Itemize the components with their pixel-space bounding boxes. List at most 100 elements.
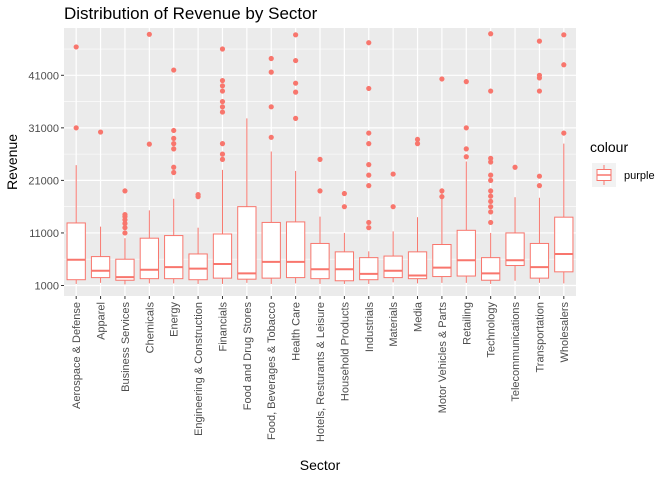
outlier-point [536, 75, 543, 81]
x-tick-label: Wholesalers [559, 302, 571, 363]
outlier-point [171, 67, 177, 73]
y-tick-label: 1000 [35, 280, 59, 292]
legend: colour purple [590, 139, 655, 187]
outlier-point [488, 219, 494, 226]
box-iqr [554, 216, 574, 273]
box-iqr [212, 233, 233, 279]
box-iqr [383, 255, 403, 279]
x-tick-label: Food and Drug Stores [242, 302, 254, 411]
outlier-point [341, 190, 347, 197]
x-axis: Aerospace & Defense Apparel Business Servi… [71, 296, 571, 442]
box-9 [285, 32, 306, 284]
x-tick-label: Health Care [291, 302, 303, 361]
box-iqr [359, 257, 379, 281]
outlier-point [341, 204, 347, 210]
outlier-point [488, 209, 494, 215]
outlier-point [463, 146, 469, 152]
x-tick-label: Technology [486, 302, 498, 358]
x-tick-label: Financials [217, 302, 229, 352]
outlier-point [463, 125, 469, 131]
outlier-point [219, 88, 226, 94]
y-tick-label: 41000 [28, 70, 59, 82]
box-5 [188, 191, 208, 284]
box-13 [383, 171, 403, 283]
outlier-point [146, 31, 152, 37]
chart-title: Distribution of Revenue by Sector [64, 4, 318, 23]
outlier-point [488, 204, 494, 210]
x-tick-label: Engineering & Construction [193, 302, 205, 436]
box-16 [456, 79, 476, 283]
box-iqr [529, 242, 550, 279]
outlier-point [488, 159, 494, 165]
box-iqr [285, 221, 306, 279]
outlier-point [146, 141, 152, 147]
outlier-point [366, 162, 372, 168]
outlier-point [171, 164, 177, 170]
box-iqr [188, 253, 208, 281]
outlier-point [512, 164, 518, 170]
outlier-point [219, 83, 226, 89]
outlier-point [73, 125, 79, 131]
outlier-point [293, 80, 299, 86]
box-2 [115, 188, 135, 285]
outlier-point [219, 156, 226, 162]
outlier-point [366, 130, 372, 136]
outlier-point [488, 155, 494, 161]
box-iqr [407, 251, 428, 280]
outlier-point [171, 169, 177, 176]
box-iqr [481, 257, 501, 281]
box-19 [529, 38, 550, 283]
box-layer [66, 31, 574, 285]
outlier-point [171, 141, 177, 147]
x-tick-label: Industrials [364, 302, 376, 353]
y-axis-title: Revenue [4, 134, 20, 190]
box-0 [66, 44, 86, 284]
outlier-point [122, 188, 128, 194]
outlier-point [366, 172, 372, 178]
box-3 [139, 31, 159, 284]
outlier-point [219, 98, 226, 105]
outlier-point [439, 194, 445, 200]
outlier-point [317, 188, 323, 194]
outlier-point [536, 183, 543, 189]
x-tick-label: Retailing [461, 302, 473, 345]
outlier-point [293, 57, 299, 64]
outlier-point [414, 141, 421, 147]
outlier-point [171, 135, 177, 141]
outlier-point [536, 38, 543, 44]
box-20 [554, 32, 574, 284]
box-8 [261, 55, 281, 284]
outlier-point [122, 230, 128, 236]
outlier-point [561, 130, 567, 136]
x-tick-label: Household Products [339, 302, 351, 402]
outlier-point [219, 151, 226, 157]
outlier-point [268, 134, 274, 140]
box-10 [310, 156, 330, 284]
outlier-point [488, 193, 494, 199]
box-iqr [432, 244, 452, 278]
outlier-point [293, 115, 299, 121]
box-6 [212, 46, 233, 284]
y-axis: 1000 11000 21000 31000 41000 [28, 70, 64, 292]
legend-label-purple: purple [624, 170, 655, 182]
box-iqr [164, 235, 184, 280]
y-tick-label: 21000 [28, 175, 59, 187]
outlier-point [366, 183, 372, 189]
box-14 [407, 136, 428, 284]
box-iqr [139, 237, 159, 280]
x-tick-label: Media [413, 301, 425, 332]
outlier-point [488, 198, 494, 205]
outlier-point [390, 204, 396, 210]
outlier-point [268, 104, 274, 110]
outlier-point [414, 136, 421, 143]
outlier-point [293, 89, 299, 95]
box-iqr [237, 206, 257, 280]
y-tick-label: 11000 [29, 228, 59, 240]
box-12 [359, 40, 379, 284]
outlier-point [293, 32, 299, 38]
x-tick-label: Hotels, Resturants & Leisure [315, 302, 327, 442]
outlier-point [219, 141, 226, 147]
outlier-point [317, 156, 323, 162]
outlier-point [122, 225, 128, 231]
